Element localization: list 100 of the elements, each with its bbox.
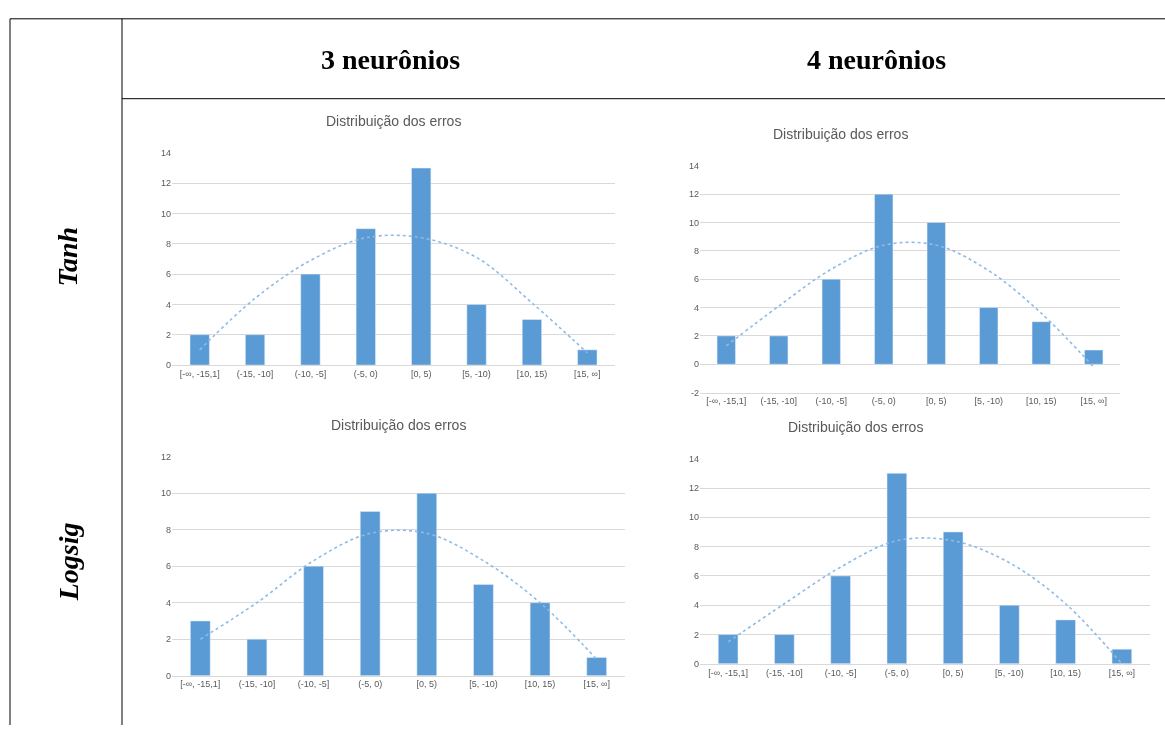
y-tick-label: 12 (160, 451, 171, 462)
y-tick-label: 2 (693, 629, 699, 640)
y-tick-label: 8 (693, 541, 699, 552)
bar (360, 511, 381, 676)
bar (886, 473, 907, 664)
bar (1111, 648, 1132, 664)
x-tick-label: (-15, -10] (766, 667, 803, 678)
bar (303, 565, 324, 676)
bar (979, 307, 999, 365)
chart-title: Distribuição dos erros (326, 113, 462, 129)
x-tick-label: [-∞, -15,1] (180, 679, 221, 690)
text: 3 neurônios (321, 44, 461, 75)
bar (716, 335, 736, 365)
y-tick-label: 4 (693, 600, 699, 611)
bar (473, 584, 494, 676)
bar (874, 193, 894, 365)
x-tick-label: (-5, 0) (353, 368, 378, 379)
bar (245, 334, 265, 365)
x-tick-label: [5, -10) (995, 667, 1024, 678)
text: Tanh (52, 226, 84, 287)
y-tick-label: -2 (690, 387, 699, 398)
x-tick-label: [0, 5) (416, 679, 438, 690)
y-tick-label: 0 (693, 659, 699, 669)
chart-title: Distribuição dos erros (773, 126, 909, 142)
y-tick-label: 14 (688, 160, 699, 171)
x-tick-label: [0, 5) (410, 368, 432, 379)
x-tick-label: [15, ∞] (1108, 667, 1136, 678)
bar (774, 634, 795, 664)
x-tick-label: [15, ∞] (1080, 396, 1107, 407)
y-tick-label: 4 (165, 597, 171, 608)
x-tick-label: (-15, -10] (760, 396, 798, 407)
bar (926, 222, 946, 365)
x-tick-label: [10, 15) (524, 679, 556, 690)
y-tick-label: 2 (165, 329, 171, 340)
y-tick-label: 6 (165, 269, 171, 280)
x-tick-label: (-15, -10] (236, 368, 274, 379)
y-tick-label: 6 (693, 571, 699, 582)
bar (246, 638, 268, 676)
bar (355, 228, 376, 365)
y-tick-label: 10 (160, 488, 171, 499)
y-tick-label: 12 (688, 189, 699, 200)
x-tick-label: [-∞, -15,1] (708, 667, 749, 678)
bar (999, 604, 1020, 664)
x-tick-label: (-10, -5] (294, 368, 327, 379)
y-tick-label: 10 (160, 208, 171, 219)
x-tick-label: [15, ∞] (574, 368, 601, 379)
bar (718, 634, 739, 664)
y-tick-label: 6 (693, 274, 699, 285)
y-tick-label: 4 (693, 302, 699, 313)
y-tick-label: 12 (688, 483, 699, 494)
x-tick-label: [0, 5) (942, 667, 964, 678)
bar (943, 531, 964, 664)
text: Logsig (52, 522, 84, 602)
x-tick-label: [5, -10) (469, 679, 498, 690)
x-tick-label: (-15, -10] (238, 679, 276, 690)
x-tick-label: [15, ∞] (583, 679, 610, 690)
y-tick-label: 0 (165, 670, 171, 681)
bar (529, 602, 551, 676)
y-tick-label: 8 (693, 245, 699, 256)
y-tick-label: 14 (688, 453, 699, 464)
x-tick-label: [10, 15) (1025, 396, 1057, 407)
bar (522, 319, 542, 365)
x-tick-label: (-5, 0) (871, 396, 896, 407)
bar (189, 334, 210, 365)
y-tick-label: 2 (693, 331, 699, 342)
y-tick-label: 0 (693, 359, 699, 370)
text: 4 neurônios (807, 44, 947, 75)
bar (769, 335, 789, 365)
x-tick-label: [0, 5) (925, 396, 947, 407)
bar (830, 575, 851, 664)
x-tick-label: (-5, 0) (884, 667, 909, 678)
x-tick-label: (-5, 0) (358, 679, 383, 690)
y-tick-label: 14 (160, 148, 171, 159)
chart-title: Distribuição dos erros (331, 417, 467, 433)
bar (577, 349, 598, 365)
chart-title: Distribuição dos erros (788, 419, 924, 435)
x-tick-label: (-10, -5] (815, 396, 848, 407)
bar (1055, 619, 1076, 664)
y-tick-label: 10 (688, 512, 699, 523)
y-tick-label: 2 (165, 634, 171, 645)
y-tick-label: 8 (165, 524, 171, 535)
x-tick-label: [5, -10) (974, 396, 1004, 407)
x-tick-label: [10, 15) (1050, 667, 1081, 678)
bar (190, 620, 211, 676)
bar (821, 278, 841, 365)
bar (1031, 321, 1051, 365)
y-tick-label: 8 (165, 238, 171, 249)
bar (416, 492, 437, 676)
y-tick-label: 6 (165, 561, 171, 572)
x-tick-label: [-∞, -15,1] (706, 396, 747, 407)
bar (1084, 349, 1104, 365)
y-tick-label: 10 (688, 217, 699, 228)
bar (300, 273, 321, 365)
x-tick-label: (-10, -5] (824, 667, 857, 678)
y-tick-label: 0 (165, 360, 171, 371)
y-tick-label: 12 (160, 178, 171, 189)
bar (466, 304, 487, 365)
x-tick-label: [-∞, -15,1] (179, 368, 220, 379)
x-tick-label: (-10, -5] (297, 679, 330, 690)
x-tick-label: [10, 15) (516, 368, 548, 379)
